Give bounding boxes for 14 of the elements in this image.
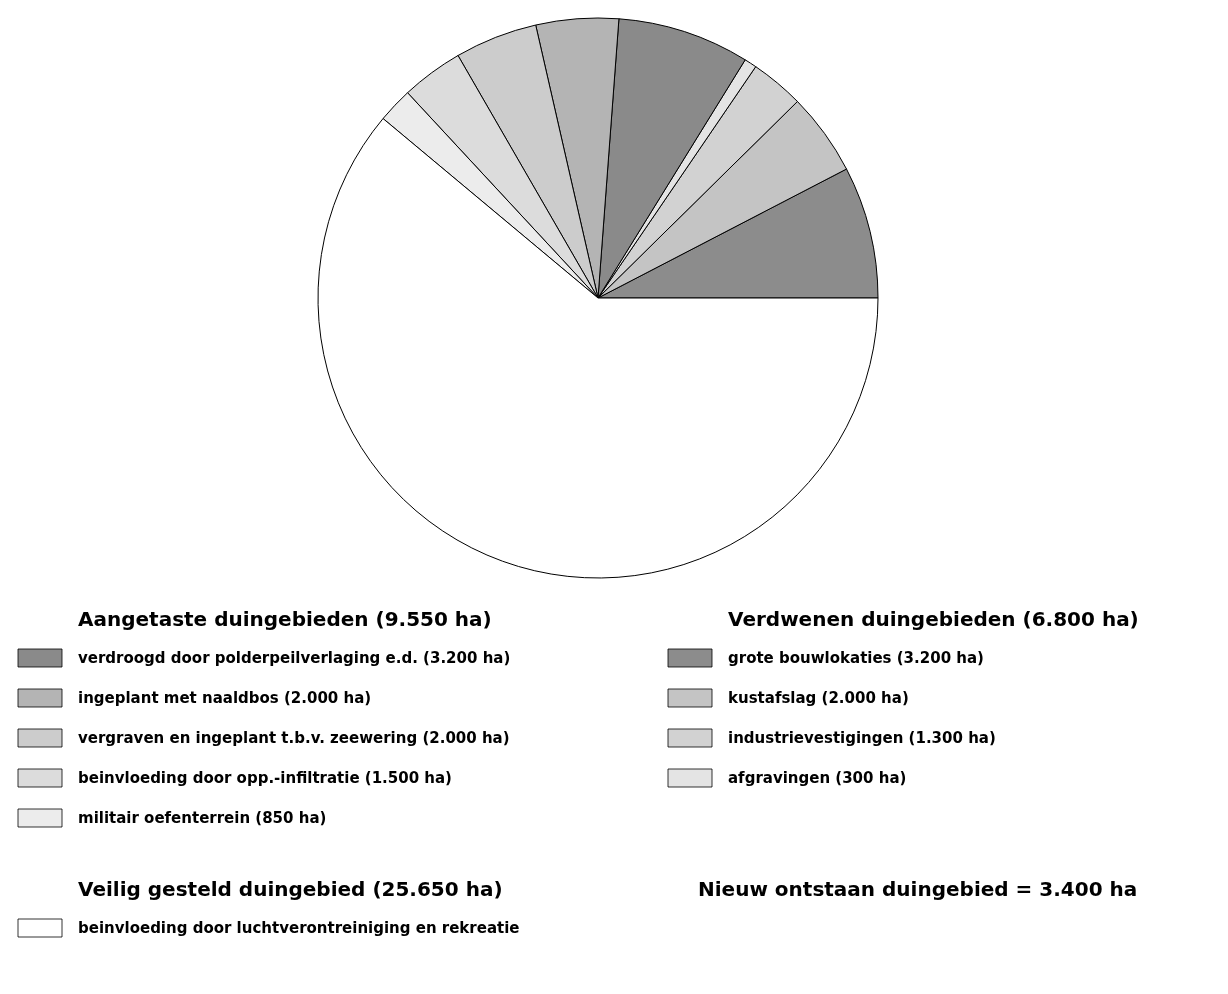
text: Veilig gesteld duingebied (25.650 ha): [78, 877, 503, 901]
text: Nieuw ontstaan duingebied = 3.400 ha: [698, 877, 1138, 901]
text: Verdwenen duingebieden (6.800 ha): [728, 607, 1139, 631]
legend-label: vergraven en ingeplant t.b.v. zeewering (2.000 ha): [78, 729, 510, 747]
legend-label: beinvloeding door opp.-infiltratie (1.500 ha): [78, 769, 452, 787]
text: Aangetaste duingebieden (9.550 ha): [78, 607, 492, 631]
legend-label: ingeplant met naaldbos (2.000 ha): [78, 689, 372, 707]
legend-label: beinvloeding door luchtverontreiniging en rekreatie: [78, 919, 520, 937]
legend-label: industrievestigingen (1.300 ha): [728, 729, 996, 747]
legend-label: militair oefenterrein (850 ha): [78, 809, 327, 827]
legend-label: kustafslag (2.000 ha): [728, 689, 909, 707]
legend-label: verdroogd door polderpeilverlaging e.d. (3.200 ha): [78, 649, 511, 667]
legend-label: grote bouwlokaties (3.200 ha): [728, 649, 984, 667]
legend-label: afgravingen (300 ha): [728, 769, 907, 787]
